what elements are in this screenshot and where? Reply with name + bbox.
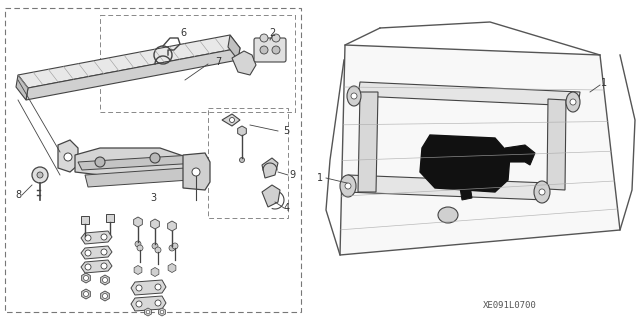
- Circle shape: [101, 234, 107, 240]
- Circle shape: [101, 263, 107, 269]
- Circle shape: [85, 250, 91, 256]
- Bar: [5, 8, 301, 312]
- Circle shape: [230, 117, 234, 122]
- Circle shape: [64, 153, 72, 161]
- Text: 2: 2: [269, 28, 275, 38]
- Text: 4: 4: [284, 203, 290, 213]
- Polygon shape: [81, 231, 112, 244]
- Polygon shape: [232, 51, 256, 75]
- Circle shape: [172, 243, 178, 249]
- Polygon shape: [346, 175, 548, 200]
- Circle shape: [137, 245, 143, 251]
- Polygon shape: [358, 82, 580, 106]
- Polygon shape: [78, 155, 198, 170]
- Text: 1: 1: [317, 173, 323, 183]
- Polygon shape: [222, 114, 240, 126]
- Bar: [208, 108, 288, 218]
- Text: 5: 5: [283, 126, 289, 136]
- Circle shape: [155, 247, 161, 253]
- Text: 3: 3: [150, 193, 156, 203]
- Circle shape: [152, 243, 158, 249]
- Circle shape: [260, 46, 268, 54]
- Bar: [106, 214, 114, 222]
- Ellipse shape: [340, 175, 356, 197]
- Polygon shape: [26, 48, 240, 100]
- Polygon shape: [131, 296, 166, 311]
- Polygon shape: [340, 45, 620, 255]
- Polygon shape: [58, 140, 78, 172]
- Bar: [100, 15, 295, 112]
- Circle shape: [150, 153, 160, 163]
- Circle shape: [37, 172, 43, 178]
- Circle shape: [146, 310, 150, 314]
- Circle shape: [135, 241, 141, 247]
- Ellipse shape: [347, 86, 361, 106]
- Polygon shape: [81, 260, 112, 273]
- Polygon shape: [81, 246, 112, 259]
- Circle shape: [136, 285, 142, 291]
- Polygon shape: [18, 35, 240, 88]
- Ellipse shape: [438, 207, 458, 223]
- Circle shape: [32, 167, 48, 183]
- Polygon shape: [505, 145, 535, 165]
- Circle shape: [102, 278, 108, 283]
- Circle shape: [155, 300, 161, 306]
- Circle shape: [260, 34, 268, 42]
- Polygon shape: [262, 185, 280, 207]
- Circle shape: [539, 189, 545, 195]
- Circle shape: [239, 158, 244, 162]
- Polygon shape: [262, 158, 278, 178]
- Circle shape: [95, 157, 105, 167]
- Ellipse shape: [534, 181, 550, 203]
- Circle shape: [155, 284, 161, 290]
- Text: 9: 9: [289, 170, 295, 180]
- Circle shape: [272, 34, 280, 42]
- Polygon shape: [75, 148, 195, 178]
- FancyBboxPatch shape: [254, 38, 286, 62]
- Polygon shape: [85, 168, 190, 187]
- Circle shape: [345, 183, 351, 189]
- Circle shape: [85, 235, 91, 241]
- Circle shape: [160, 310, 164, 314]
- Circle shape: [85, 264, 91, 270]
- Circle shape: [83, 292, 88, 296]
- Circle shape: [272, 46, 280, 54]
- Polygon shape: [460, 185, 472, 200]
- Polygon shape: [358, 92, 378, 192]
- Circle shape: [101, 249, 107, 255]
- Bar: [81, 216, 89, 224]
- Circle shape: [570, 99, 576, 105]
- Ellipse shape: [566, 92, 580, 112]
- Polygon shape: [16, 75, 28, 100]
- Polygon shape: [131, 280, 166, 295]
- Polygon shape: [228, 35, 240, 60]
- Text: 6: 6: [180, 28, 186, 38]
- Text: XE091L0700: XE091L0700: [483, 300, 537, 309]
- Circle shape: [136, 301, 142, 307]
- Text: 1: 1: [601, 78, 607, 88]
- Circle shape: [102, 293, 108, 299]
- Circle shape: [192, 168, 200, 176]
- Polygon shape: [420, 135, 510, 192]
- Polygon shape: [547, 99, 566, 190]
- Polygon shape: [183, 153, 210, 190]
- Text: 7: 7: [215, 57, 221, 67]
- Circle shape: [83, 276, 88, 280]
- Circle shape: [169, 245, 175, 251]
- Circle shape: [351, 93, 357, 99]
- Text: 8: 8: [15, 190, 21, 200]
